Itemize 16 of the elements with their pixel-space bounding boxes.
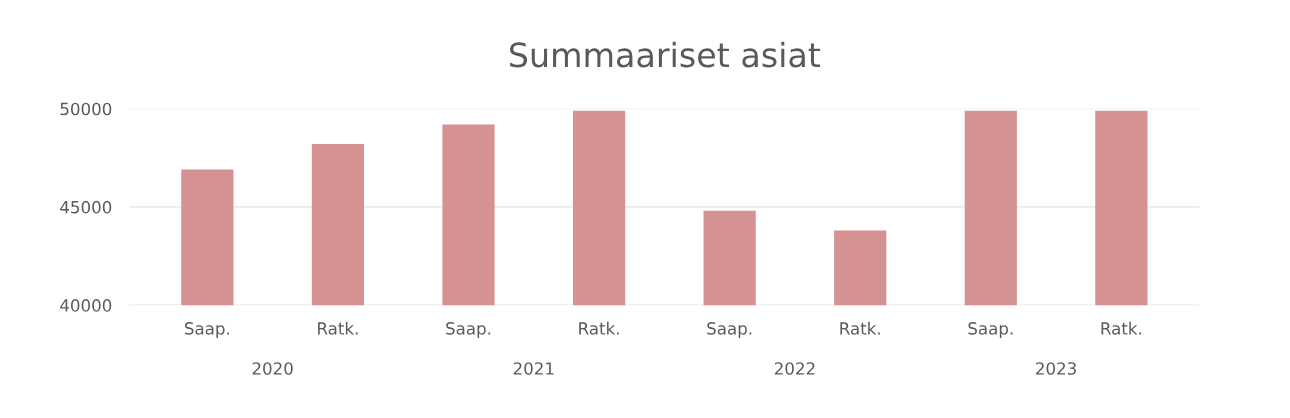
text: 2022 [774, 362, 815, 375]
text: 2023 [1036, 362, 1076, 375]
x-tick-label: Saap. [707, 322, 752, 338]
y-tick-label: 50000 [60, 102, 112, 116]
x-tick-label: Saap. [968, 322, 1013, 338]
x-tick-label: Ratk. [1101, 321, 1142, 335]
y-tick-label: 40000 [60, 299, 112, 312]
text: 2021 [513, 362, 554, 375]
x-tick-label: Saap. [185, 322, 229, 338]
chart-title: Summaariset asiat [509, 41, 821, 68]
text: 2020 [252, 362, 293, 375]
x-tick-label: Ratk. [318, 321, 358, 335]
x-tick-label: Ratk. [579, 321, 619, 335]
x-tick-label: Saap. [446, 322, 491, 338]
x-tick-label: Ratk. [840, 321, 880, 335]
y-tick-label: 45000 [60, 200, 112, 214]
